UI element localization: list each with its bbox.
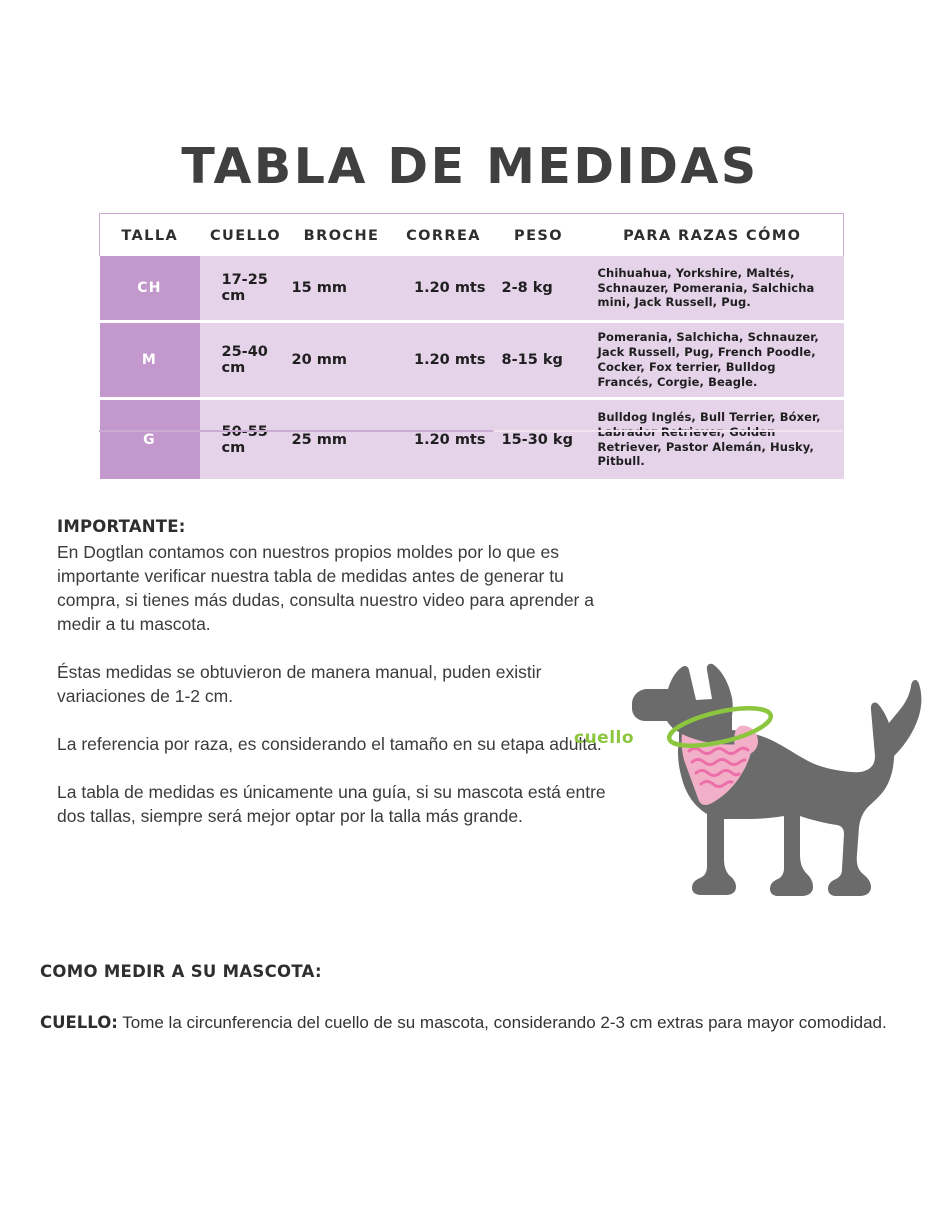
important-text: En Dogtlan contamos con nuestros propios… [57, 542, 594, 634]
important-label: IMPORTANTE: [57, 517, 186, 536]
neck-label-text: cuello [574, 728, 634, 748]
measure-section-heading: COMO MEDIR A SU MASCOTA: [40, 962, 322, 981]
table-row: CH 17-25 cm 15 mm 1.20 mts 2-8 kg Chihua… [99, 256, 844, 323]
table-row: G 50-55 cm 25 mm 1.20 mts 15-30 kg Bulld… [99, 398, 844, 482]
note-important: IMPORTANTE: En Dogtlan contamos con nues… [57, 515, 617, 636]
cell-cuello: 17-25 cm [199, 256, 292, 323]
cell-peso: 15-30 kg [495, 398, 582, 482]
neck-label: CUELLO: [40, 1013, 118, 1032]
cell-broche: 15 mm [291, 256, 392, 323]
neck-measure-instruction: CUELLO: Tome la circunferencia del cuell… [40, 1010, 912, 1035]
size-chart-table: TALLA CUELLO BROCHE CORREA PESO PARA RAZ… [99, 213, 844, 482]
neck-instruction-text: Tome la circunferencia del cuello de su … [117, 1013, 887, 1032]
note-paragraph-2: Éstas medidas se obtuvieron de manera ma… [57, 662, 542, 706]
neck-measure-loop-icon [666, 706, 774, 748]
cell-talla: G [99, 398, 200, 482]
cell-broche: 20 mm [291, 321, 392, 400]
page-title: TABLA DE MEDIDAS [181, 138, 759, 195]
cell-peso: 8-15 kg [495, 321, 582, 400]
column-header-cuello: CUELLO [199, 213, 292, 256]
cell-razas: Chihuahua, Yorkshire, Maltés, Schnauzer,… [581, 256, 844, 323]
column-header-correa: CORREA [391, 213, 496, 256]
table-header-row: TALLA CUELLO BROCHE CORREA PESO PARA RAZ… [99, 213, 844, 256]
cell-talla: CH [99, 256, 200, 323]
column-header-talla: TALLA [99, 213, 200, 256]
table-row: M 25-40 cm 20 mm 1.20 mts 8-15 kg Pomera… [99, 321, 844, 400]
dog-silhouette-shape [632, 663, 922, 896]
cell-correa: 1.20 mts [391, 398, 496, 482]
cell-cuello: 25-40 cm [199, 321, 292, 400]
cell-cuello: 50-55 cm [199, 398, 292, 482]
cell-correa: 1.20 mts [391, 256, 496, 323]
cell-peso: 2-8 kg [495, 256, 582, 323]
cell-correa: 1.20 mts [391, 321, 496, 400]
dog-illustration: cuello [572, 648, 932, 920]
column-header-peso: PESO [495, 213, 582, 256]
cell-broche: 25 mm [291, 398, 392, 482]
note-paragraph-4: La tabla de medidas es únicamente una gu… [57, 782, 606, 826]
cell-razas: Bulldog Inglés, Bull Terrier, Bóxer, Lab… [581, 398, 844, 482]
column-header-razas: PARA RAZAS CÓMO [581, 213, 844, 256]
table-bottom-rule [99, 430, 843, 432]
cell-razas: Pomerania, Salchicha, Schnauzer, Jack Ru… [581, 321, 844, 400]
note-paragraph-3: La referencia por raza, es considerando … [57, 734, 602, 754]
notes-block: IMPORTANTE: En Dogtlan contamos con nues… [57, 515, 617, 828]
column-header-broche: BROCHE [291, 213, 392, 256]
cell-talla: M [99, 321, 200, 400]
